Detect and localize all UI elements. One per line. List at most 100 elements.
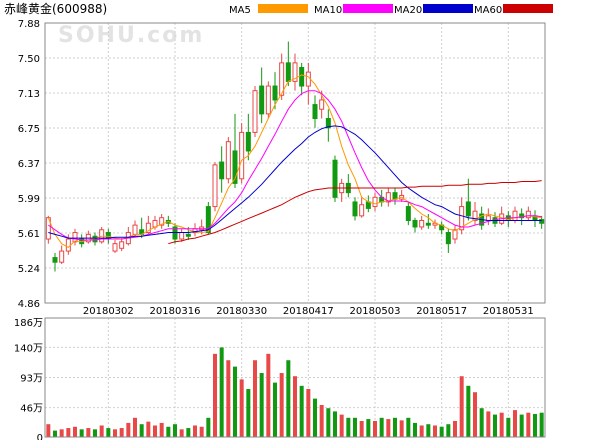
volume-tick-label: 93万 [20, 374, 43, 385]
candle-body [59, 250, 65, 263]
volume-bar [373, 421, 377, 437]
volume-bar [153, 425, 157, 437]
volume-bar [93, 429, 97, 437]
volume-bar [259, 373, 264, 437]
candle-body [325, 117, 331, 129]
volume-bar [179, 429, 184, 437]
legend-ma5-swatch [258, 4, 308, 13]
candle-body [452, 229, 458, 240]
volume-bar [526, 412, 531, 437]
candle-body [179, 232, 185, 240]
date-tick-label: 20180503 [350, 306, 401, 317]
candle-body [365, 201, 371, 209]
volume-bar [339, 414, 344, 437]
volume-bar [273, 382, 277, 437]
candle-body [219, 161, 225, 180]
volume-bar [393, 417, 397, 437]
price-tick-label: 5.61 [18, 229, 40, 240]
candle-body [205, 206, 211, 234]
candle-body [392, 192, 398, 200]
volume-bar [479, 408, 484, 437]
candle-body [259, 85, 265, 115]
volume-bar [133, 417, 137, 437]
volume-panel-frame [44, 317, 546, 438]
price-tick-label: 4.86 [18, 299, 40, 310]
volume-bar [366, 419, 371, 437]
candle-body [425, 222, 431, 226]
volume-bar [379, 417, 384, 437]
price-tick-label: 5.99 [18, 194, 40, 205]
candle-body [319, 99, 325, 110]
price-tick-label: 6.75 [18, 124, 40, 135]
volume-bar [126, 422, 131, 437]
candle-body [512, 210, 518, 221]
ma20-line [48, 125, 542, 239]
price-panel-frame [44, 22, 546, 304]
volume-bar [213, 353, 217, 437]
volume-tick-label: 140万 [14, 343, 43, 354]
legend-ma5-label: MA5 [229, 5, 251, 16]
volume-bar [286, 360, 291, 437]
candle-body [419, 219, 425, 228]
volume-bar [433, 425, 437, 437]
volume-bar [113, 429, 117, 437]
volume-bar [413, 422, 417, 437]
legend-ma20-swatch [423, 4, 473, 13]
volume-bar [486, 411, 491, 437]
legend-ma10-label: MA10 [314, 5, 342, 16]
candle-body [119, 241, 125, 249]
candle-body [292, 62, 298, 82]
candle-body [385, 192, 391, 203]
volume-bar [446, 424, 451, 437]
candle-body [212, 164, 218, 208]
date-tick-label: 20180316 [150, 306, 201, 317]
volume-bar [86, 428, 91, 437]
volume-bar [219, 347, 224, 437]
volume-bar [406, 417, 411, 437]
volume-bar [199, 426, 204, 437]
ma5-line [47, 74, 542, 249]
candle-body [132, 224, 138, 235]
candle-body [412, 219, 418, 228]
volume-bar [333, 411, 337, 437]
volume-bar [266, 353, 271, 437]
volume-bar [146, 421, 151, 437]
candle-body [92, 235, 98, 243]
candle-body [465, 201, 471, 217]
volume-bar [279, 373, 284, 437]
candle-body [405, 206, 411, 221]
volume-bar [499, 412, 504, 437]
price-tick-label: 7.50 [18, 54, 40, 65]
volume-bar [386, 419, 391, 437]
volume-bars [46, 347, 544, 437]
legend-ma60-label: MA60 [474, 5, 502, 16]
candle-body [459, 206, 465, 231]
volume-bar [466, 385, 471, 437]
volume-tick-label: 0 [37, 433, 43, 440]
volume-bar [533, 413, 537, 437]
volume-bar [173, 424, 177, 437]
candle-body [372, 196, 378, 208]
volume-bar [79, 429, 84, 437]
date-axis: 20180302 20180316 20180330 20180417 20180503… [83, 306, 534, 317]
volume-bar [453, 421, 457, 437]
legend-ma20-label: MA20 [394, 5, 422, 16]
volume-bar [73, 426, 77, 437]
candle-body [312, 104, 318, 119]
price-tick-label: 7.88 [18, 19, 40, 30]
candle-body [332, 159, 338, 198]
candle-body [445, 232, 451, 245]
candle-body [485, 215, 491, 221]
volume-bar [426, 424, 431, 437]
volume-bar [53, 430, 57, 437]
volume-bar [106, 428, 111, 437]
legend: MA5 MA10 MA20 MA60 [229, 4, 553, 16]
volume-bar [353, 417, 357, 437]
volume-bar [299, 385, 304, 437]
legend-ma60-swatch [503, 4, 553, 13]
ma60-line [168, 180, 542, 245]
candle-body [285, 62, 291, 82]
volume-bar [313, 398, 317, 437]
volume-bar [506, 417, 511, 437]
volume-bar [326, 408, 331, 437]
